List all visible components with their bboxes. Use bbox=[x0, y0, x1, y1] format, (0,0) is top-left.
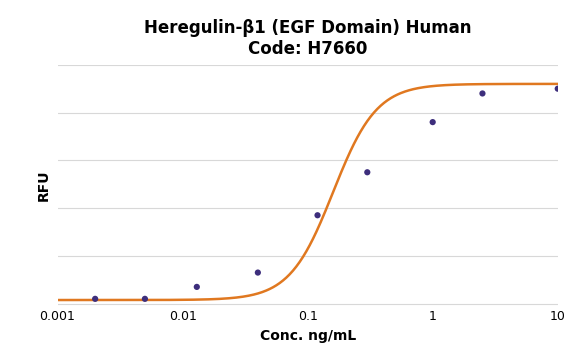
X-axis label: Conc. ng/mL: Conc. ng/mL bbox=[259, 329, 356, 343]
Point bbox=[253, 270, 262, 275]
Point bbox=[313, 212, 322, 218]
Point bbox=[428, 119, 438, 125]
Point bbox=[192, 284, 201, 290]
Point bbox=[140, 296, 150, 302]
Point bbox=[478, 91, 487, 96]
Point bbox=[90, 296, 99, 302]
Point bbox=[553, 86, 562, 91]
Title: Heregulin-β1 (EGF Domain) Human
Code: H7660: Heregulin-β1 (EGF Domain) Human Code: H7… bbox=[144, 19, 472, 58]
Point bbox=[363, 170, 372, 175]
Y-axis label: RFU: RFU bbox=[37, 170, 51, 201]
